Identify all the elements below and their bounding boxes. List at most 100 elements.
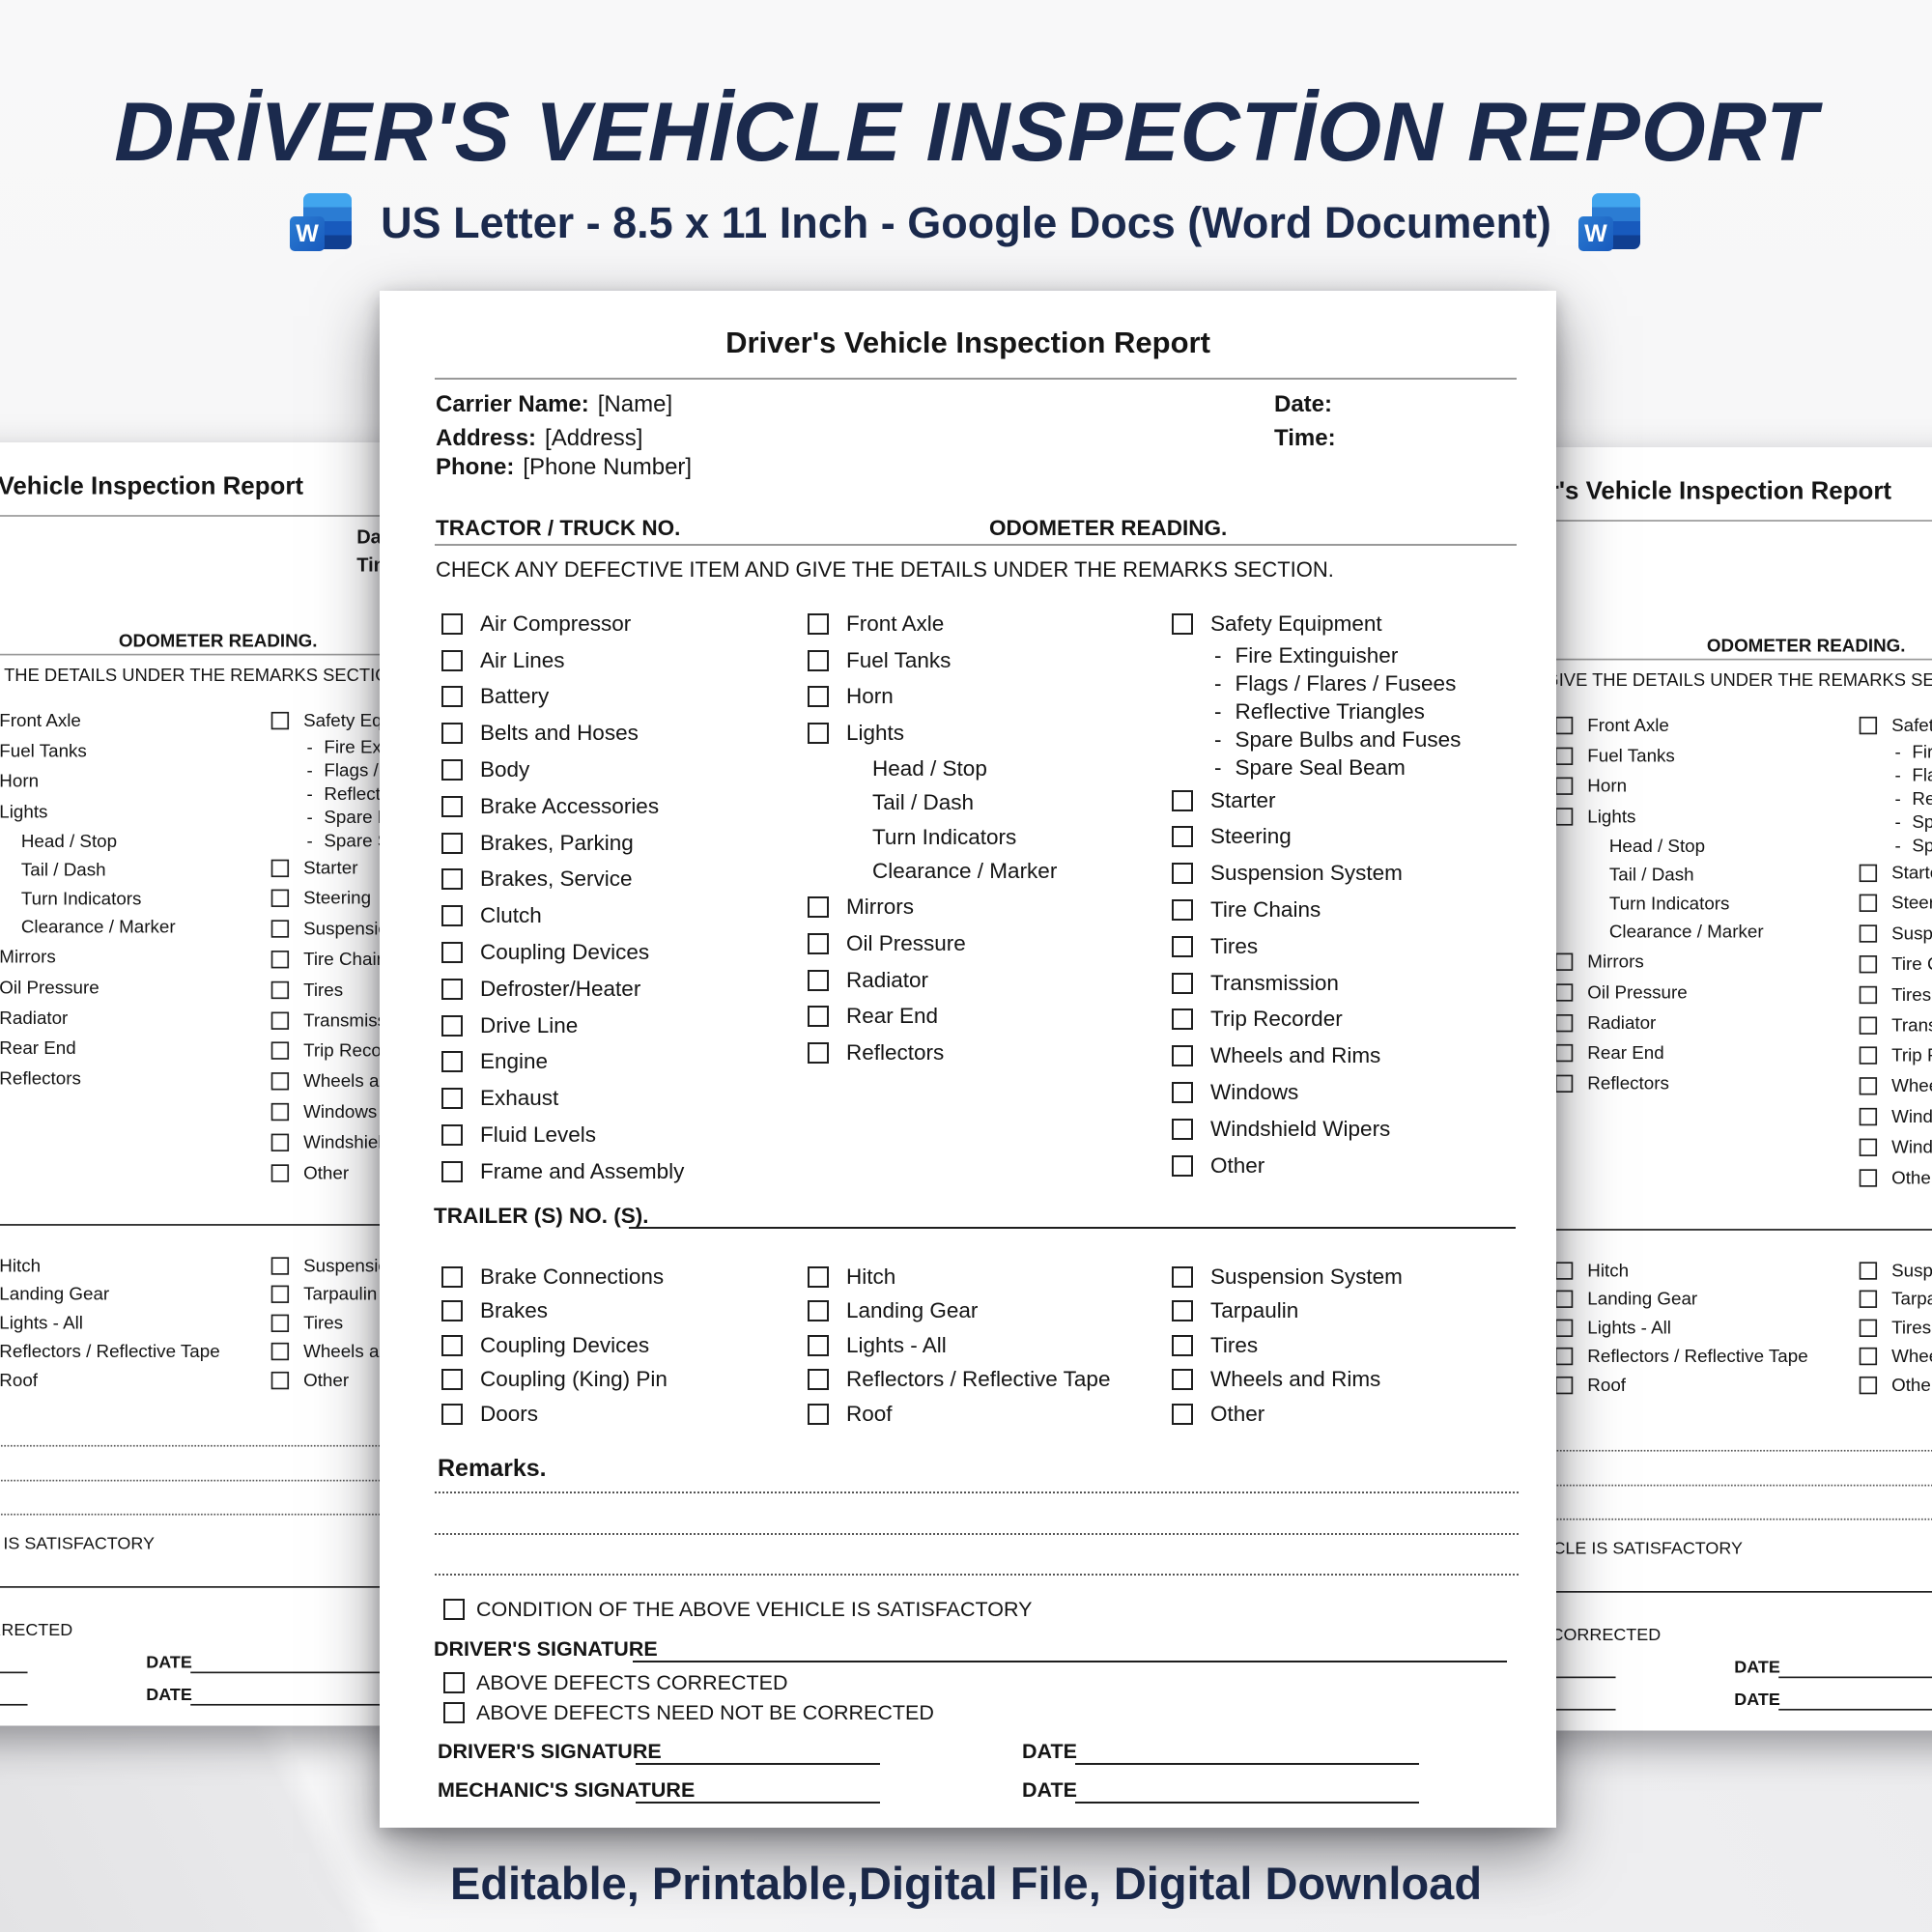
checkbox[interactable] xyxy=(1172,1009,1193,1031)
checkbox[interactable] xyxy=(270,859,290,877)
checkbox[interactable] xyxy=(1172,1154,1193,1177)
checkbox[interactable] xyxy=(270,1285,290,1304)
checkbox[interactable] xyxy=(808,932,829,954)
checkbox[interactable] xyxy=(270,889,290,908)
checkbox[interactable] xyxy=(808,612,829,635)
checkbox[interactable] xyxy=(441,1334,463,1356)
checkbox[interactable] xyxy=(1172,1118,1193,1140)
checkbox[interactable] xyxy=(270,1343,290,1361)
checkbox[interactable] xyxy=(808,1265,829,1288)
checkbox[interactable] xyxy=(270,951,290,969)
checkbox[interactable] xyxy=(1554,777,1574,796)
checkbox[interactable] xyxy=(1554,983,1574,1002)
checkbox[interactable] xyxy=(1859,894,1878,913)
checkbox[interactable] xyxy=(1172,863,1193,885)
checkbox[interactable] xyxy=(1859,1046,1878,1065)
checkbox[interactable] xyxy=(441,1265,463,1288)
checkbox[interactable] xyxy=(443,1702,465,1723)
checkbox[interactable] xyxy=(441,1051,463,1073)
checkbox[interactable] xyxy=(270,1102,290,1122)
checkbox[interactable] xyxy=(1859,1107,1878,1126)
checkbox[interactable] xyxy=(1859,1376,1878,1395)
checkbox[interactable] xyxy=(441,1300,463,1322)
checkbox[interactable] xyxy=(808,649,829,671)
checkbox[interactable] xyxy=(1172,1265,1193,1288)
checkbox[interactable] xyxy=(1554,1376,1574,1395)
checkbox[interactable] xyxy=(270,1041,290,1061)
checkbox[interactable] xyxy=(441,905,463,927)
checkbox[interactable] xyxy=(1859,1290,1878,1309)
checkbox[interactable] xyxy=(441,942,463,964)
checkbox[interactable] xyxy=(808,1403,829,1425)
checkbox[interactable] xyxy=(270,980,290,1000)
checkbox[interactable] xyxy=(808,1006,829,1028)
checkbox[interactable] xyxy=(441,795,463,817)
checkbox[interactable] xyxy=(1172,1045,1193,1067)
checkbox[interactable] xyxy=(441,686,463,708)
checkbox[interactable] xyxy=(1554,1348,1574,1366)
checkbox[interactable] xyxy=(1859,1319,1878,1337)
checkbox[interactable] xyxy=(1554,747,1574,765)
checkbox[interactable] xyxy=(270,1164,290,1182)
checkbox[interactable] xyxy=(808,1369,829,1391)
checkbox[interactable] xyxy=(441,1369,463,1391)
checkbox[interactable] xyxy=(270,920,290,938)
checkbox[interactable] xyxy=(441,832,463,854)
checkbox[interactable] xyxy=(1859,1169,1878,1187)
checkbox[interactable] xyxy=(1172,899,1193,922)
checkbox[interactable] xyxy=(1859,924,1878,943)
checkbox[interactable] xyxy=(1172,826,1193,848)
checkbox[interactable] xyxy=(1172,1334,1193,1356)
checkbox[interactable] xyxy=(1859,864,1878,882)
checkbox[interactable] xyxy=(1172,935,1193,957)
checkbox[interactable] xyxy=(441,1124,463,1147)
checkbox[interactable] xyxy=(1554,1262,1574,1280)
checkbox[interactable] xyxy=(1859,716,1878,735)
checkbox[interactable] xyxy=(441,723,463,745)
checkbox[interactable] xyxy=(1172,612,1193,635)
checkbox[interactable] xyxy=(1172,1300,1193,1322)
checkbox[interactable] xyxy=(270,1314,290,1332)
checkbox[interactable] xyxy=(441,649,463,671)
checkbox[interactable] xyxy=(1554,1319,1574,1337)
checkbox[interactable] xyxy=(270,1371,290,1390)
checkbox[interactable] xyxy=(270,711,290,730)
checkbox[interactable] xyxy=(1554,1044,1574,1063)
checkbox[interactable] xyxy=(441,1403,463,1425)
checkbox[interactable] xyxy=(1172,972,1193,994)
checkbox[interactable] xyxy=(443,1599,465,1620)
checkbox[interactable] xyxy=(1554,1074,1574,1094)
checkbox[interactable] xyxy=(1859,1348,1878,1366)
checkbox[interactable] xyxy=(1172,1403,1193,1425)
checkbox[interactable] xyxy=(270,1072,290,1091)
checkbox[interactable] xyxy=(441,1160,463,1182)
checkbox[interactable] xyxy=(808,1300,829,1322)
checkbox[interactable] xyxy=(441,1088,463,1110)
checkbox[interactable] xyxy=(1554,808,1574,826)
checkbox[interactable] xyxy=(1172,1082,1193,1104)
checkbox[interactable] xyxy=(441,868,463,891)
checkbox[interactable] xyxy=(1859,1077,1878,1095)
checkbox[interactable] xyxy=(808,969,829,991)
checkbox[interactable] xyxy=(441,612,463,635)
checkbox[interactable] xyxy=(441,978,463,1000)
checkbox[interactable] xyxy=(441,1014,463,1037)
checkbox[interactable] xyxy=(270,1133,290,1151)
checkbox[interactable] xyxy=(808,1042,829,1065)
checkbox[interactable] xyxy=(441,759,463,781)
checkbox[interactable] xyxy=(443,1672,465,1693)
checkbox[interactable] xyxy=(808,686,829,708)
checkbox[interactable] xyxy=(1554,716,1574,735)
checkbox[interactable] xyxy=(1859,1138,1878,1156)
checkbox[interactable] xyxy=(1554,952,1574,971)
checkbox[interactable] xyxy=(808,1334,829,1356)
checkbox[interactable] xyxy=(1172,789,1193,811)
checkbox[interactable] xyxy=(1859,1016,1878,1035)
checkbox[interactable] xyxy=(808,896,829,919)
checkbox[interactable] xyxy=(270,1257,290,1275)
checkbox[interactable] xyxy=(808,723,829,745)
checkbox[interactable] xyxy=(270,1011,290,1030)
checkbox[interactable] xyxy=(1859,1262,1878,1280)
checkbox[interactable] xyxy=(1859,955,1878,974)
checkbox[interactable] xyxy=(1554,1290,1574,1309)
